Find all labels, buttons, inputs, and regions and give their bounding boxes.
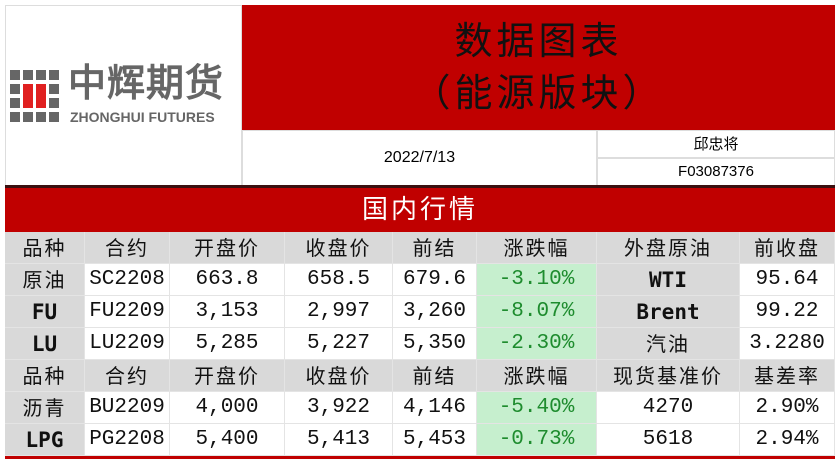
logo-en: ZHONGHUI FUTURES [70, 109, 215, 125]
table-cell: 2.94% [740, 424, 835, 456]
column-header: 现货基准价 [597, 360, 740, 392]
table-cell: 5,413 [285, 424, 393, 456]
page-title: 数据图表 （能源版块） [242, 5, 835, 130]
table-cell: 5,350 [393, 328, 477, 360]
analyst-license: F03087376 [597, 158, 835, 186]
analyst-name: 邱忠将 [597, 130, 835, 158]
column-header: 外盘原油 [597, 232, 740, 264]
table-cell: 658.5 [285, 264, 393, 296]
table-cell: 4,146 [393, 392, 477, 424]
logo-square [49, 84, 59, 94]
logo-square [23, 70, 33, 80]
table-cell: 4270 [597, 392, 740, 424]
logo-square [10, 70, 20, 80]
column-header: 基差率 [740, 360, 835, 392]
table-cell: Brent [597, 296, 740, 328]
column-header: 品种 [5, 360, 85, 392]
logo-square [10, 112, 20, 122]
column-header: 开盘价 [170, 360, 285, 392]
logo-red-bar [36, 84, 46, 108]
column-header: 开盘价 [170, 232, 285, 264]
table-cell: 沥青 [5, 392, 85, 424]
table-cell: -3.10% [477, 264, 597, 296]
logo-square [10, 84, 20, 94]
logo-square [10, 98, 20, 108]
logo-square [49, 70, 59, 80]
table-cell: 4,000 [170, 392, 285, 424]
logo-red-bar [23, 84, 33, 108]
table-cell: -0.73% [477, 424, 597, 456]
table-cell: 3,153 [170, 296, 285, 328]
logo-square [36, 70, 46, 80]
title-line2: （能源版块） [412, 71, 665, 115]
logo-square [36, 112, 46, 122]
table-cell: 5618 [597, 424, 740, 456]
table-cell: PG2208 [85, 424, 170, 456]
column-header: 涨跌幅 [477, 360, 597, 392]
table-cell: 95.64 [740, 264, 835, 296]
table-cell: 5,227 [285, 328, 393, 360]
column-header: 品种 [5, 232, 85, 264]
table-cell: SC2208 [85, 264, 170, 296]
column-header: 合约 [85, 232, 170, 264]
table-cell: 5,285 [170, 328, 285, 360]
divider [5, 185, 835, 188]
table-cell: 原油 [5, 264, 85, 296]
table-cell: WTI [597, 264, 740, 296]
section-title: 国内行情 [5, 188, 835, 232]
table-cell: LPG [5, 424, 85, 456]
table-cell: 99.22 [740, 296, 835, 328]
table-cell: 5,400 [170, 424, 285, 456]
table-cell: FU2209 [85, 296, 170, 328]
table-cell: -8.07% [477, 296, 597, 328]
table-cell: 5,453 [393, 424, 477, 456]
table-cell: 汽油 [597, 328, 740, 360]
table-cell: LU2209 [85, 328, 170, 360]
table-cell: FU [5, 296, 85, 328]
column-header: 前结 [393, 232, 477, 264]
table-cell: 3,260 [393, 296, 477, 328]
logo-cn: 中辉期货 [68, 61, 225, 105]
column-header: 涨跌幅 [477, 232, 597, 264]
column-header: 合约 [85, 360, 170, 392]
table-cell: -2.30% [477, 328, 597, 360]
table-cell: 2,997 [285, 296, 393, 328]
table-cell: 679.6 [393, 264, 477, 296]
column-header: 收盘价 [285, 360, 393, 392]
logo-square [49, 112, 59, 122]
title-line1: 数据图表 [454, 19, 623, 63]
table-cell: LU [5, 328, 85, 360]
column-header: 前结 [393, 360, 477, 392]
table-cell: BU2209 [85, 392, 170, 424]
table-cell: 3.2280 [740, 328, 835, 360]
table-cell: 2.90% [740, 392, 835, 424]
table-cell: 663.8 [170, 264, 285, 296]
column-header: 前收盘 [740, 232, 835, 264]
logo-square [23, 112, 33, 122]
report-date: 2022/7/13 [242, 130, 597, 186]
table-cell: -5.40% [477, 392, 597, 424]
logo-mark-icon [10, 70, 60, 124]
table-cell: 3,922 [285, 392, 393, 424]
market-table: 品种 合约 开盘价 收盘价 前结 涨跌幅 外盘原油 前收盘 原油 SC2208 663.8 658.5… [5, 232, 835, 459]
logo-square [49, 98, 59, 108]
column-header: 收盘价 [285, 232, 393, 264]
